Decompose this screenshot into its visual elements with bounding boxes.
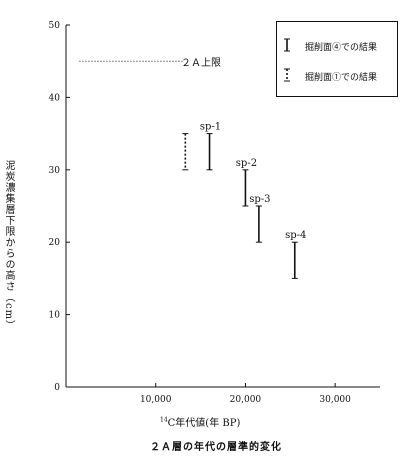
error-bar: [182, 133, 189, 171]
error-bar: sp-3: [249, 194, 271, 243]
y-tick-label: 30: [49, 166, 61, 176]
legend-label-solid: 掘削面④での結果: [305, 43, 378, 53]
y-tick-label: 10: [49, 311, 61, 321]
x-tick-label: 10,000: [140, 395, 172, 405]
figure-caption: ２Ａ層の年代の層準的変化: [150, 442, 282, 453]
x-axis-label-superscript: 14: [160, 416, 168, 424]
x-tick-label: 20,000: [230, 395, 262, 405]
y-axis-label: 泥炭濃集層下限からの高さ（cm）: [3, 160, 14, 332]
point-label: sp-3: [249, 194, 270, 205]
y-tick-label: 50: [49, 21, 61, 31]
y-tick-label: 0: [54, 383, 60, 393]
dashed-range-icon: [284, 68, 290, 82]
point-label: sp-2: [236, 158, 257, 169]
x-axis-label: 14C年代値(年 BP): [160, 414, 240, 429]
y-tick-label: 40: [49, 93, 61, 103]
error-bar: sp-4: [285, 230, 306, 279]
y-tick-label: 20: [49, 238, 61, 248]
point-label: sp-1: [200, 122, 221, 133]
error-bar: sp-2: [236, 158, 257, 207]
solid-range-icon: [284, 38, 290, 52]
data-marks: sp-1 sp-2 sp-3 sp-4: [182, 122, 306, 279]
x-axis-label-text: C年代値(年 BP): [167, 418, 241, 429]
x-tick-label: 30,000: [319, 395, 351, 405]
axes: 0 10 20 30 40 50 10,000 20,000 30,000: [49, 21, 380, 405]
error-bar: sp-1: [200, 122, 221, 171]
point-label: sp-4: [285, 230, 306, 241]
legend-label-dashed: 掘削面①での結果: [305, 73, 378, 83]
legend: 掘削面④での結果 掘削面①での結果: [276, 21, 398, 97]
reference-line-label: ２Ａ上限: [181, 58, 221, 69]
